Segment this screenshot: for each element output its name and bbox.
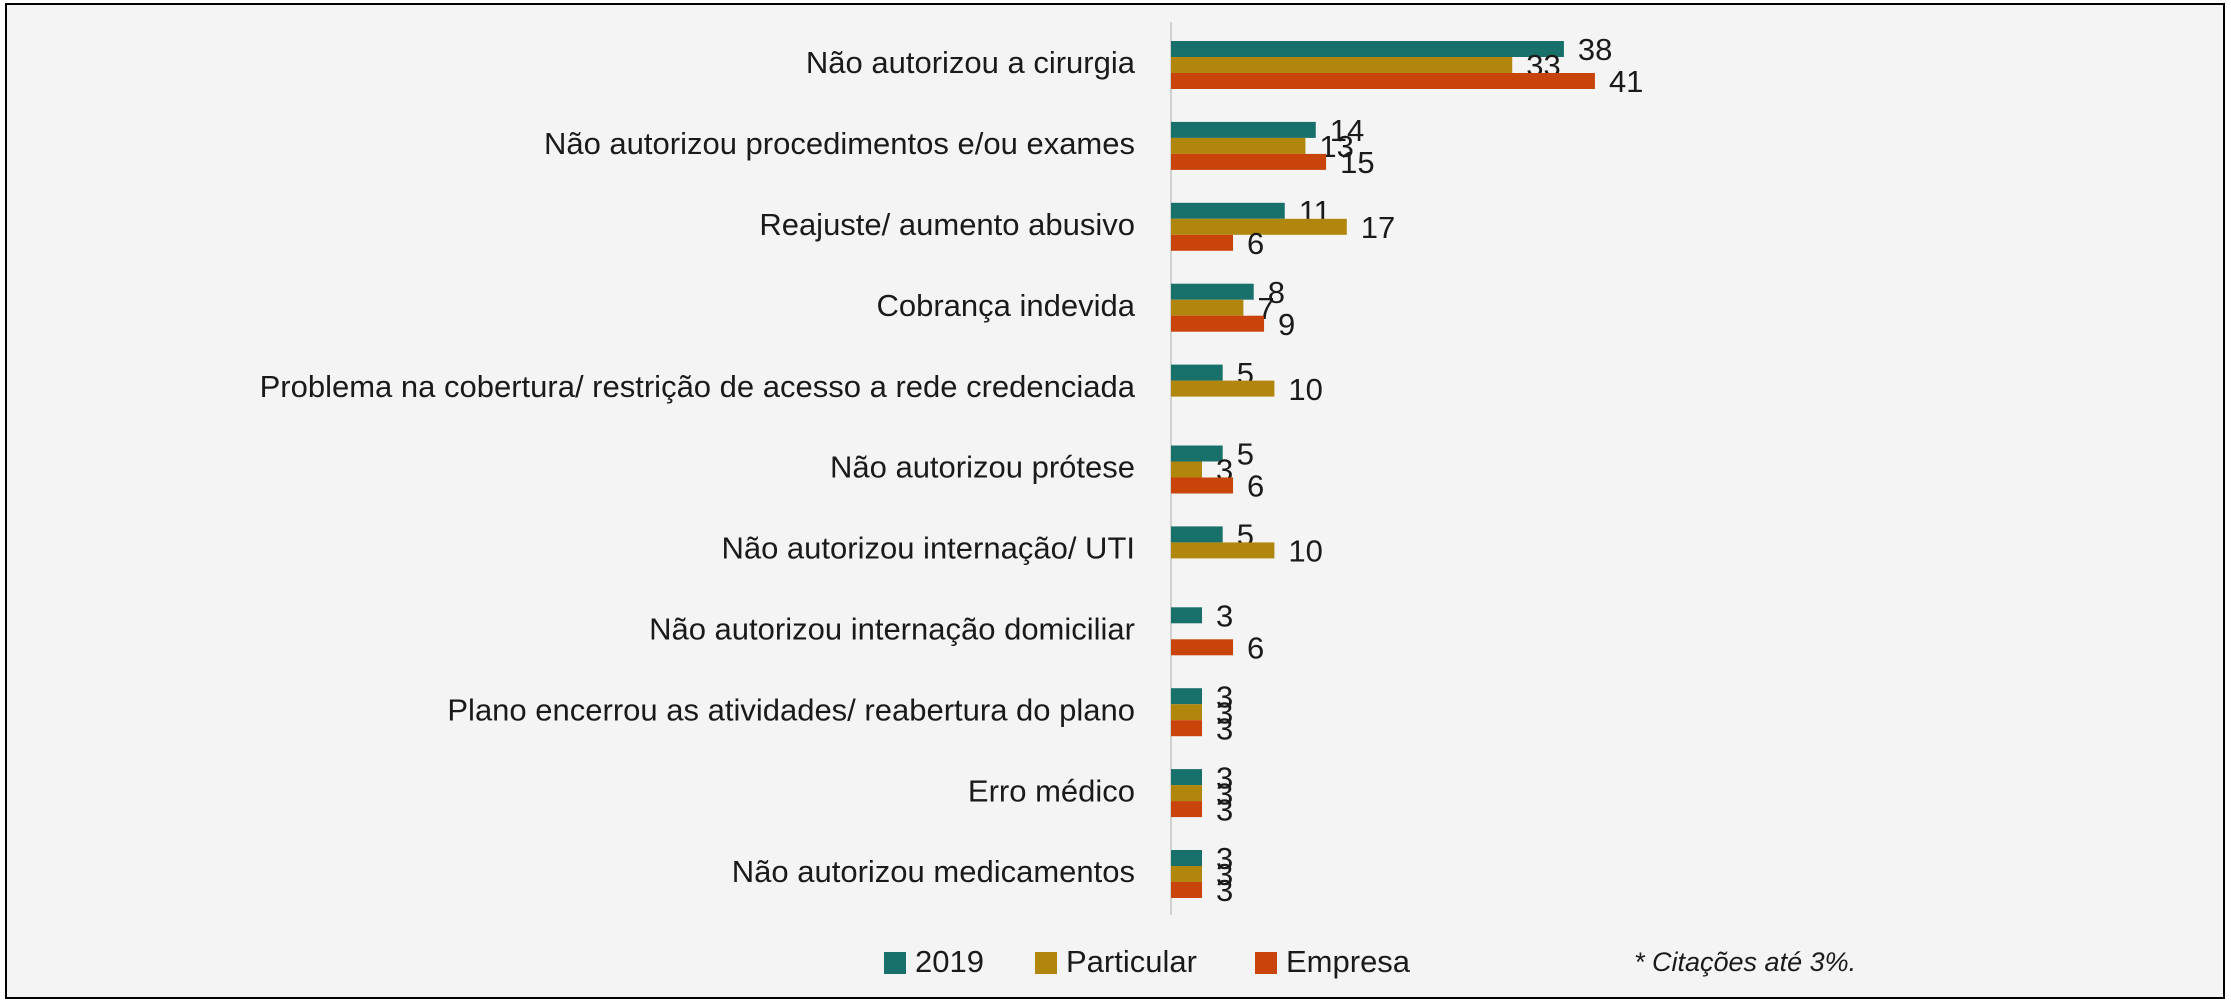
bar bbox=[1171, 57, 1513, 73]
bar bbox=[1171, 234, 1234, 251]
bar bbox=[1171, 218, 1347, 235]
bar bbox=[1171, 153, 1327, 170]
bar bbox=[1171, 461, 1203, 478]
data-label: 6 bbox=[1247, 226, 1264, 261]
bar bbox=[1171, 607, 1203, 624]
legend-swatch bbox=[1035, 952, 1057, 974]
data-label: 3 bbox=[1216, 598, 1233, 633]
legend-swatch bbox=[884, 952, 906, 974]
bar bbox=[1171, 720, 1203, 737]
category-label: Não autorizou internação domiciliar bbox=[649, 611, 1135, 646]
data-label: 3 bbox=[1216, 679, 1233, 714]
data-label: 38 bbox=[1578, 32, 1612, 67]
data-label: 15 bbox=[1340, 145, 1374, 180]
data-label: 3 bbox=[1216, 776, 1233, 811]
category-label: Erro médico bbox=[968, 773, 1135, 808]
bar bbox=[1171, 704, 1203, 721]
data-label: 9 bbox=[1278, 307, 1295, 342]
bar bbox=[1171, 688, 1203, 705]
bar bbox=[1171, 380, 1275, 397]
data-label: 3 bbox=[1216, 760, 1233, 795]
bar bbox=[1171, 882, 1203, 898]
category-label: Não autorizou medicamentos bbox=[732, 854, 1135, 889]
bar bbox=[1171, 866, 1203, 882]
bar bbox=[1171, 315, 1265, 332]
category-label: Cobrança indevida bbox=[876, 288, 1135, 323]
bar bbox=[1171, 542, 1275, 559]
category-label: Não autorizou procedimentos e/ou exames bbox=[544, 126, 1135, 161]
category-label: Não autorizou a cirurgia bbox=[806, 45, 1136, 80]
data-label: 3 bbox=[1216, 695, 1233, 730]
data-label: 3 bbox=[1216, 711, 1233, 746]
data-label: 14 bbox=[1330, 113, 1364, 148]
bar bbox=[1171, 477, 1234, 494]
bar bbox=[1171, 801, 1203, 818]
bar bbox=[1171, 850, 1203, 866]
bar bbox=[1171, 445, 1223, 462]
bar bbox=[1171, 299, 1244, 316]
legend-label: Particular bbox=[1066, 944, 1197, 979]
bar bbox=[1171, 283, 1254, 300]
data-label: 3 bbox=[1216, 857, 1233, 892]
bar bbox=[1171, 639, 1234, 656]
data-label: 41 bbox=[1609, 64, 1643, 99]
bar bbox=[1171, 202, 1285, 219]
chart-frame bbox=[5, 3, 2225, 999]
data-label: 6 bbox=[1247, 469, 1264, 504]
data-label: 17 bbox=[1361, 210, 1395, 245]
bar bbox=[1171, 121, 1316, 138]
category-label: Reajuste/ aumento abusivo bbox=[759, 207, 1135, 242]
bar bbox=[1171, 785, 1203, 802]
category-label: Problema na cobertura/ restrição de aces… bbox=[260, 369, 1136, 404]
legend-label: 2019 bbox=[915, 944, 984, 979]
annotation: * Citações até 3%. bbox=[1634, 947, 1856, 977]
bar bbox=[1171, 137, 1306, 154]
bar bbox=[1171, 41, 1564, 57]
bar bbox=[1171, 769, 1203, 786]
data-label: 6 bbox=[1247, 630, 1264, 665]
bar bbox=[1171, 73, 1595, 89]
data-label: 5 bbox=[1237, 437, 1254, 472]
category-label: Não autorizou prótese bbox=[830, 450, 1135, 485]
legend-swatch bbox=[1255, 952, 1277, 974]
category-label: Plano encerrou as atividades/ reabertura… bbox=[447, 692, 1135, 727]
category-label: Não autorizou internação/ UTI bbox=[721, 531, 1135, 566]
data-label: 3 bbox=[1216, 841, 1233, 876]
data-label: 3 bbox=[1216, 873, 1233, 908]
data-label: 10 bbox=[1288, 534, 1322, 569]
data-label: 8 bbox=[1268, 275, 1285, 310]
data-label: 3 bbox=[1216, 792, 1233, 827]
data-label: 10 bbox=[1288, 372, 1322, 407]
legend-label: Empresa bbox=[1286, 944, 1411, 979]
bar bbox=[1171, 364, 1223, 381]
bar bbox=[1171, 526, 1223, 543]
